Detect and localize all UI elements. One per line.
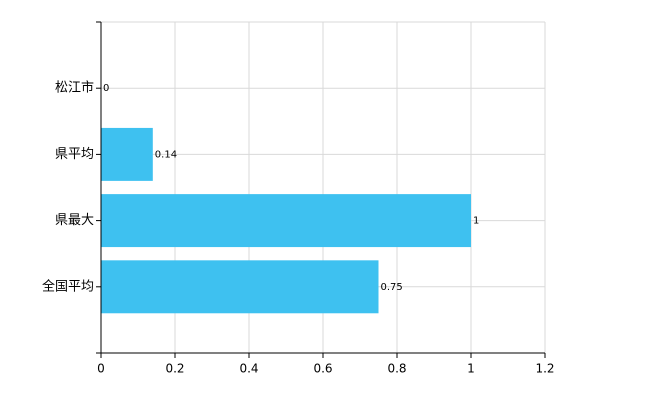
x-tick-label: 1 bbox=[467, 362, 475, 376]
value-label: 0.14 bbox=[155, 149, 177, 160]
x-tick-label: 1.2 bbox=[535, 362, 554, 376]
value-label: 1 bbox=[473, 216, 479, 227]
x-tick-label: 0.4 bbox=[239, 362, 258, 376]
x-tick-label: 0.2 bbox=[165, 362, 184, 376]
y-tick-label: 全国平均 bbox=[42, 278, 94, 294]
x-tick-label: 0 bbox=[97, 362, 105, 376]
value-label: 0 bbox=[103, 83, 109, 94]
bar bbox=[101, 260, 379, 314]
y-tick-label: 松江市 bbox=[55, 80, 94, 96]
bar bbox=[101, 194, 471, 248]
y-tick-label: 県最大 bbox=[55, 213, 94, 228]
x-tick-label: 0.8 bbox=[387, 362, 406, 376]
x-tick-label: 0.6 bbox=[313, 362, 332, 376]
bar bbox=[101, 127, 153, 181]
y-tick-label: 県平均 bbox=[55, 147, 94, 162]
value-label: 0.75 bbox=[381, 282, 403, 293]
